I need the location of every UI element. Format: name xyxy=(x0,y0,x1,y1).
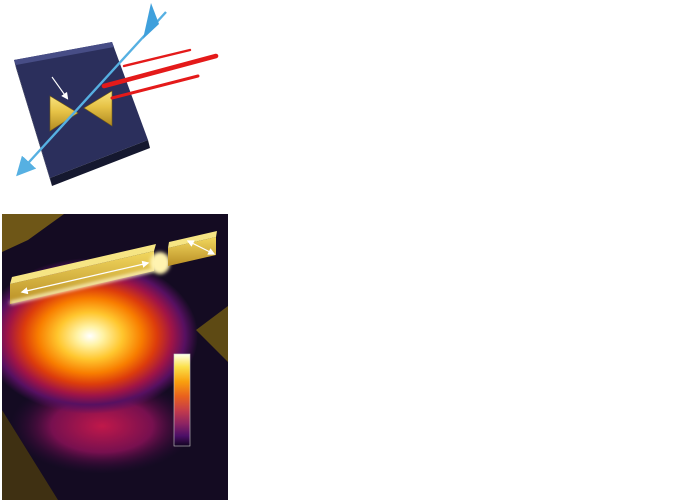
adjacent-antenna-bottom-left xyxy=(2,410,58,500)
probe-beam xyxy=(16,11,167,177)
nearfield-glow xyxy=(0,258,198,414)
adjacent-antenna-right xyxy=(196,306,228,362)
thz-pulse-icon xyxy=(101,48,219,100)
dimension-arrow-long xyxy=(20,260,150,295)
antenna-bar-short-top xyxy=(168,231,217,248)
crystal-slab-bottom-edge xyxy=(50,140,150,186)
crystal-slab-top-edge xyxy=(14,42,114,65)
thz-pulse-stroke xyxy=(101,53,219,89)
colorbar-gradient xyxy=(173,353,191,447)
probe-pulse-icon xyxy=(143,3,159,39)
colorbar xyxy=(173,353,191,447)
panel-b-nearfield-render xyxy=(0,214,228,500)
gap-hotspot xyxy=(150,252,170,274)
dimension-arrow-short xyxy=(186,240,216,255)
thz-pulse-stroke xyxy=(110,74,200,100)
antenna-right-wing xyxy=(83,90,113,127)
panel-a-schematic xyxy=(14,3,219,186)
panel-c-chart xyxy=(230,0,685,500)
gold-pointer-arrow xyxy=(51,76,69,100)
panel-c xyxy=(230,0,685,500)
thz-pulse-stroke xyxy=(122,48,192,68)
antenna-left-wing xyxy=(49,95,79,132)
crystal-slab-face xyxy=(14,42,148,178)
panel-a xyxy=(0,0,230,212)
panel-b xyxy=(0,214,228,500)
adjacent-antenna-top-left xyxy=(2,214,64,252)
crystal-slab-left-edge xyxy=(14,60,52,186)
